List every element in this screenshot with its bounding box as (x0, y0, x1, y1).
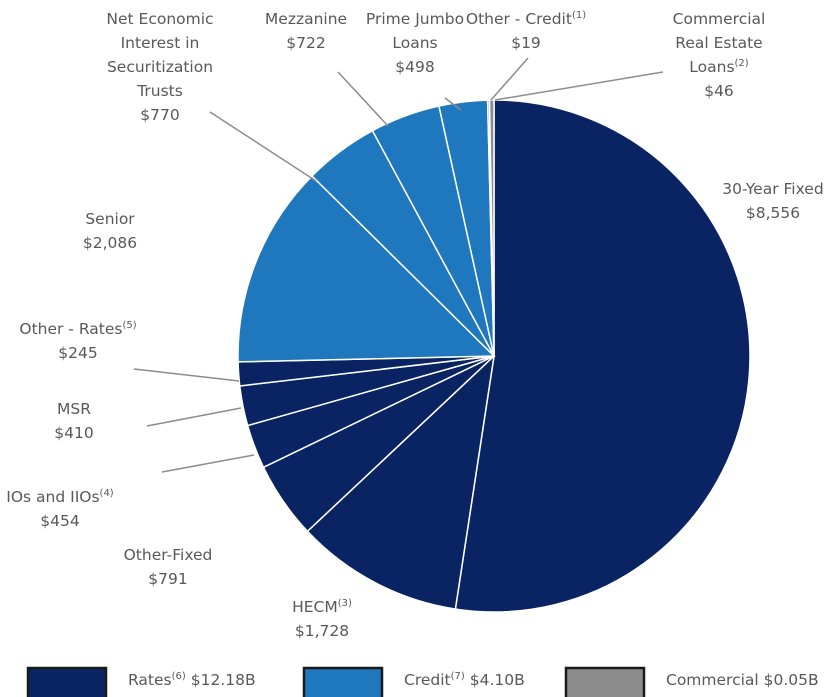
legend-label-commercial: Commercial $0.05B (666, 671, 819, 689)
leader-line-prime-jumbo-loans (444, 97, 462, 111)
leader-line-ios-and-iios (161, 454, 255, 473)
legend-label-credit: Credit(7) $4.10B (404, 671, 525, 689)
data-label-commercial-real-estate-loans: Commercial Real Estate Loans(2) $46 (673, 10, 766, 100)
leader-line-mezzanine (337, 71, 389, 127)
data-label-mezzanine: Mezzanine $722 (265, 10, 347, 52)
slice-30-year-fixed (454, 99, 751, 613)
data-label-other-fixed: Other-Fixed $791 (124, 546, 213, 588)
slice-hecm (306, 353, 496, 610)
legend-swatch-commercial (564, 666, 646, 697)
leader-lines (133, 57, 664, 473)
pie-slices (237, 99, 751, 613)
slice-senior (237, 174, 496, 363)
data-label-ios-and-iios: IOs and IIOs(4) $454 (6, 488, 114, 530)
legend-item-commercial: Commercial $0.05B (564, 666, 819, 697)
data-label-other-credit: Other - Credit(1) $19 (466, 10, 586, 52)
leader-line-net-economic-interest-in-securitization-trusts (209, 111, 317, 182)
leader-line-commercial-real-estate-loans (494, 71, 664, 101)
data-label-msr: MSR $410 (54, 400, 93, 442)
data-label-other-rates: Other - Rates(5) $245 (19, 320, 136, 362)
legend: Rates(6) $12.18B Credit(7) $4.10B Commerci… (26, 666, 819, 697)
data-label-hecm: HECM(3) $1,728 (292, 598, 352, 640)
legend-label-rates: Rates(6) $12.18B (128, 671, 256, 689)
leader-line-msr (146, 407, 242, 427)
legend-swatch-credit (302, 666, 384, 697)
data-label-prime-jumbo-loans: Prime Jumbo Loans $498 (366, 10, 464, 76)
data-label-senior: Senior $2,086 (83, 210, 137, 252)
data-label-net-economic-interest-in-securitization-trusts: Net Economic Interest in Securitization Tru… (106, 10, 213, 124)
data-label-30-year-fixed: 30-Year Fixed $8,556 (722, 180, 823, 222)
slice-labels: 30-Year Fixed $8,556 HECM(3) $1,728 Other-Fi… (6, 10, 823, 640)
legend-swatch-rates (26, 666, 108, 697)
legend-item-rates: Rates(6) $12.18B (26, 666, 256, 697)
leader-line-other-credit (490, 57, 529, 101)
leader-line-other-rates (133, 368, 240, 382)
legend-item-credit: Credit(7) $4.10B (302, 666, 525, 697)
